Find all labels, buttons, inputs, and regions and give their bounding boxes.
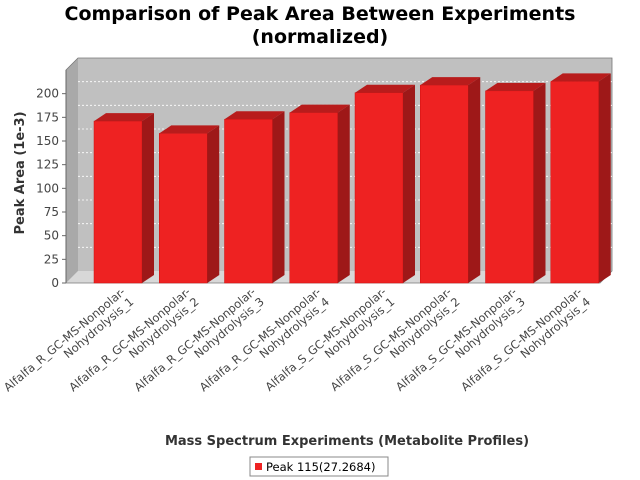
bar-top [224,111,285,120]
plot-left-wall [66,58,78,283]
y-tick-label: 150 [36,134,59,148]
bar-side [207,125,220,283]
bar [485,82,546,284]
x-axis-label: Mass Spectrum Experiments (Metabolite Pr… [165,434,529,449]
bar-front [159,133,208,284]
bar [224,111,285,284]
bar-top [355,84,415,93]
bar-side [598,73,611,283]
chart-title-line1: Comparison of Peak Area Between Experime… [65,3,576,25]
y-tick-label: 200 [36,87,59,101]
bar [420,77,481,284]
y-tick-label: 75 [44,205,59,219]
y-tick-label: 175 [36,110,59,124]
bar-side [337,104,350,283]
bar-top [550,73,611,82]
bar-front [550,81,599,284]
bar-front [420,84,469,284]
legend-box [249,456,389,477]
bar-top [420,77,481,86]
chart-title-line2: (normalized) [252,26,389,48]
bar-top [159,125,220,134]
legend-label: Peak 115(27.2684) [266,460,375,474]
y-tick-label: 25 [44,252,59,266]
bar-side [142,113,154,284]
bars [93,73,611,284]
bar-top [485,82,546,91]
bar-front [354,92,404,284]
bar-front [93,120,143,284]
bar-top [94,113,154,122]
bar-front [289,112,338,284]
bar-side [272,111,285,283]
y-tick-label: 0 [51,276,59,290]
y-tick-label: 125 [36,158,59,172]
bar-top [289,104,350,113]
bar [159,125,220,284]
legend-swatch [255,463,262,470]
y-tick-label: 100 [36,181,59,195]
bar-front [485,90,534,284]
x-tick-label-line: Alfalfa_R_GC-MS-Nonpolar- [1,285,128,395]
bar [354,84,415,284]
bar [93,113,154,284]
x-tick-labels: Alfalfa_R_GC-MS-Nonpolar-Nohydrolysis_1A… [1,285,593,395]
legend: Peak 115(27.2684) [249,456,389,477]
bar [289,104,350,284]
bar-front [224,118,273,284]
y-axis-label: Peak Area (1e-3) [13,111,28,234]
bar-side [468,77,481,283]
bar-side [403,84,415,283]
y-tick-label: 50 [44,229,59,243]
y-axis: 0 25 50 75 100 125 150 175 200 [36,70,67,290]
bar-side [533,82,546,284]
bar [550,73,611,284]
